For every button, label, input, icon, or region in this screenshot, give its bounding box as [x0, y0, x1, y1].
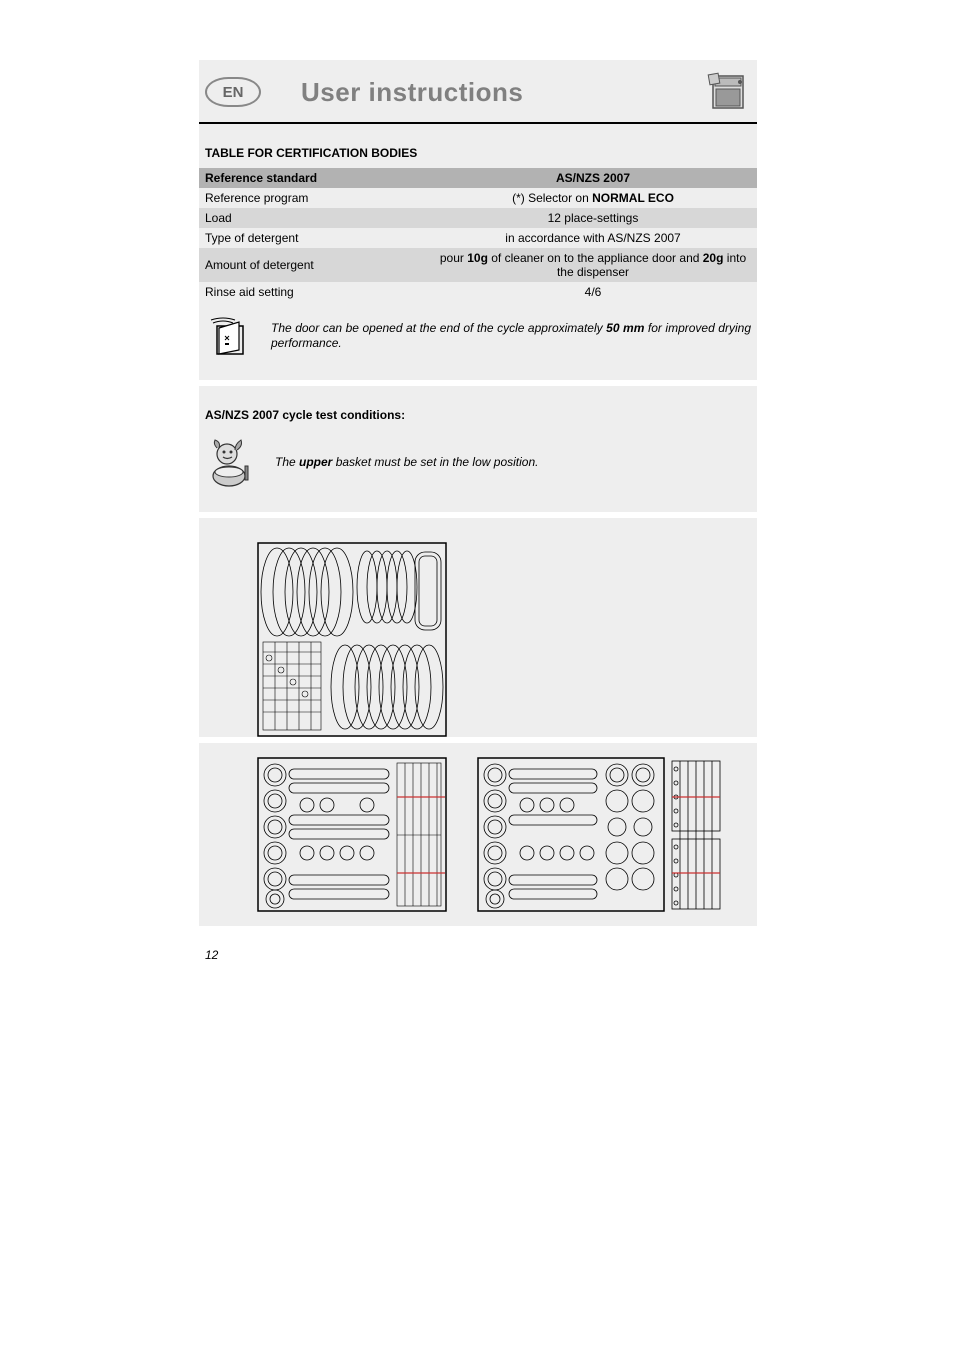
upper-rack-diagram-right	[477, 757, 722, 912]
row-label: Load	[199, 208, 429, 228]
header-row: EN User instructions	[199, 72, 757, 124]
table-row: Type of detergent in accordance with AS/…	[199, 228, 757, 248]
row-label: Reference program	[199, 188, 429, 208]
row-label: Type of detergent	[199, 228, 429, 248]
language-badge: EN	[205, 77, 261, 107]
row-value: pour 10g of cleaner on to the appliance …	[429, 248, 757, 282]
upper-rack-diagram-left	[257, 757, 447, 912]
bottom-diagrams-block	[199, 743, 757, 926]
row-label: Amount of detergent	[199, 248, 429, 282]
table-row: Rinse aid setting 4/6	[199, 282, 757, 302]
table-header-row: Reference standard AS/NZS 2007	[199, 168, 757, 188]
row-label: Rinse aid setting	[199, 282, 429, 302]
table-header-right: AS/NZS 2007	[429, 168, 757, 188]
dishwasher-icon	[707, 72, 751, 112]
row-value-bold2: 20g	[703, 251, 724, 265]
door-note-text: The door can be opened at the end of the…	[271, 321, 751, 351]
table-heading: TABLE FOR CERTIFICATION BODIES	[199, 124, 757, 168]
row-value: in accordance with AS/NZS 2007	[429, 228, 757, 248]
row-value: 4/6	[429, 282, 757, 302]
open-door-icon	[205, 314, 257, 358]
row-value-prefix: pour	[440, 251, 467, 265]
row-value-bold: 10g	[467, 251, 488, 265]
table-header-left: Reference standard	[199, 168, 429, 188]
row-value: 12 place-settings	[429, 208, 757, 228]
certification-table: Reference standard AS/NZS 2007 Reference…	[199, 168, 757, 302]
table-row: Reference program (*) Selector on NORMAL…	[199, 188, 757, 208]
table-row: Load 12 place-settings	[199, 208, 757, 228]
row-value-prefix: (*) Selector on	[512, 191, 592, 205]
page-title: User instructions	[301, 77, 707, 108]
door-note-row: The door can be opened at the end of the…	[199, 302, 757, 362]
lower-rack-diagram	[257, 542, 447, 737]
cook-icon	[205, 436, 257, 488]
table-row: Amount of detergent pour 10g of cleaner …	[199, 248, 757, 282]
door-note-bold: 50 mm	[606, 321, 644, 335]
row-value-mid: of cleaner on to the appliance door and	[488, 251, 703, 265]
row-value: (*) Selector on NORMAL ECO	[429, 188, 757, 208]
basket-note-row: The upper basket must be set in the low …	[199, 430, 757, 494]
test-conditions-heading: AS/NZS 2007 cycle test conditions:	[199, 390, 757, 430]
test-conditions-block: AS/NZS 2007 cycle test conditions: The u…	[199, 386, 757, 512]
row-value-bold: NORMAL ECO	[592, 191, 674, 205]
basket-note-pre: The	[275, 455, 299, 469]
door-note-pre: The door can be opened at the end of the…	[271, 321, 606, 335]
page-number: 12	[199, 926, 757, 962]
basket-note-bold: upper	[299, 455, 332, 469]
basket-note-text: The upper basket must be set in the low …	[275, 455, 751, 470]
top-diagram-block	[199, 518, 757, 737]
basket-note-post: basket must be set in the low position.	[332, 455, 538, 469]
page-header-block: EN User instructions TABLE FOR CERTIFICA…	[199, 60, 757, 380]
